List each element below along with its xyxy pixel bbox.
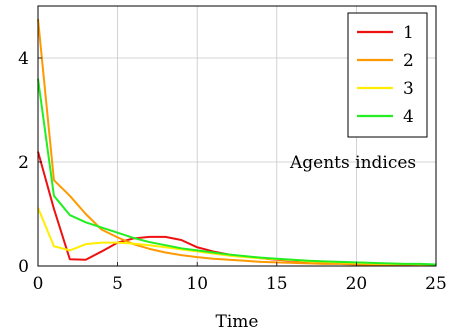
legend-label-2: 2 bbox=[403, 51, 414, 71]
x-tick-label: 15 bbox=[266, 274, 288, 294]
x-tick-label: 5 bbox=[112, 274, 123, 294]
x-tick-label: 0 bbox=[33, 274, 44, 294]
annotation-agents-indices: Agents indices bbox=[289, 153, 416, 173]
legend: 1 2 3 4 bbox=[347, 12, 428, 138]
legend-label-1: 1 bbox=[403, 23, 414, 43]
y-tick-label: 4 bbox=[18, 49, 29, 69]
y-tick-label: 0 bbox=[18, 257, 29, 277]
x-tick-label: 25 bbox=[425, 274, 447, 294]
series-line-4 bbox=[37, 78, 437, 266]
tick-labels: 0 5 10 15 20 25 0 2 4 bbox=[18, 49, 447, 294]
x-axis-label: Time bbox=[216, 312, 259, 330]
x-tick-label: 20 bbox=[346, 274, 368, 294]
y-tick-label: 2 bbox=[18, 153, 29, 173]
series-lines bbox=[37, 18, 437, 266]
series-line-2 bbox=[37, 18, 436, 266]
plot-frame bbox=[37, 5, 437, 267]
x-tick-label: 10 bbox=[186, 274, 208, 294]
legend-label-3: 3 bbox=[403, 79, 414, 99]
legend-label-4: 4 bbox=[403, 107, 414, 127]
